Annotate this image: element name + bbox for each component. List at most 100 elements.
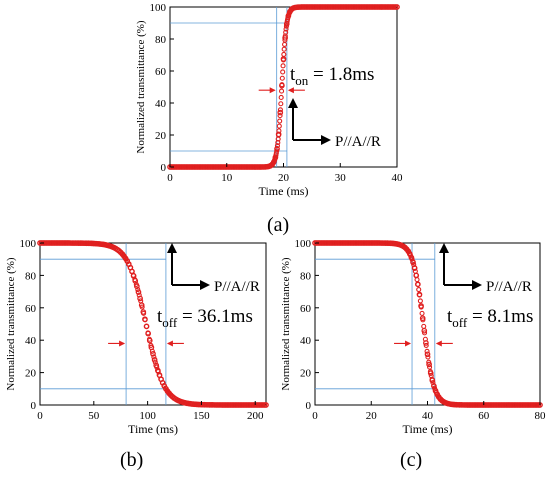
data-point bbox=[274, 145, 280, 152]
data-point bbox=[277, 109, 284, 116]
data-point bbox=[139, 304, 145, 310]
y-tick-label: 80 bbox=[25, 270, 37, 282]
data-point bbox=[145, 330, 151, 336]
data-point bbox=[279, 75, 285, 81]
data-point bbox=[415, 281, 421, 287]
y-tick-label: 40 bbox=[155, 98, 167, 110]
data-point bbox=[419, 310, 425, 316]
data-point bbox=[274, 148, 280, 154]
polarizer-label: P//A//R bbox=[335, 134, 381, 150]
x-tick-label: 0 bbox=[312, 410, 318, 422]
measure-arrowhead-right bbox=[435, 340, 442, 347]
x-axis-label: Time (ms) bbox=[259, 184, 309, 198]
data-point bbox=[137, 295, 143, 302]
data-point bbox=[278, 94, 284, 101]
polarizer-arrowhead-right bbox=[472, 280, 482, 290]
y-tick-label: 40 bbox=[300, 335, 312, 347]
data-point bbox=[409, 256, 415, 262]
time-annotation: toff = 36.1ms bbox=[157, 306, 253, 330]
y-axis-label: Normalized transmittance (%) bbox=[5, 257, 17, 391]
data-point bbox=[276, 123, 282, 129]
data-point bbox=[420, 317, 426, 323]
polarizer-arrowhead-right bbox=[321, 135, 331, 145]
data-point bbox=[138, 298, 144, 304]
data-point bbox=[422, 336, 428, 342]
data-point bbox=[141, 310, 147, 316]
data-point bbox=[279, 88, 285, 94]
x-tick-label: 100 bbox=[139, 410, 156, 422]
polarizer-arrowhead-up bbox=[167, 243, 177, 253]
polarizer-arrowhead-right bbox=[200, 280, 210, 290]
polarizer-label: P//A//R bbox=[214, 279, 260, 295]
data-point bbox=[130, 272, 136, 278]
data-point bbox=[421, 323, 427, 329]
data-point bbox=[135, 287, 141, 293]
data-point bbox=[143, 323, 150, 329]
data-point bbox=[274, 143, 280, 149]
data-point bbox=[280, 57, 286, 63]
y-tick-label: 100 bbox=[150, 2, 167, 14]
data-point bbox=[416, 287, 422, 293]
x-tick-label: 200 bbox=[247, 410, 264, 422]
y-tick-label: 20 bbox=[155, 130, 167, 142]
data-point bbox=[430, 380, 436, 386]
x-tick-label: 80 bbox=[535, 410, 547, 422]
x-tick-label: 30 bbox=[335, 172, 347, 184]
x-tick-label: 0 bbox=[37, 410, 43, 422]
data-point bbox=[417, 298, 423, 304]
data-point bbox=[410, 259, 416, 265]
y-tick-label: 0 bbox=[161, 162, 167, 174]
data-point bbox=[411, 261, 417, 268]
data-point bbox=[282, 41, 288, 47]
y-tick-label: 100 bbox=[20, 238, 37, 250]
y-axis-label: Normalized transmittance (%) bbox=[135, 20, 147, 154]
data-point bbox=[146, 336, 153, 342]
data-point bbox=[424, 348, 430, 354]
x-tick-label: 40 bbox=[392, 172, 404, 184]
data-point bbox=[283, 29, 289, 35]
data-point bbox=[426, 361, 432, 368]
data-point bbox=[283, 26, 289, 32]
y-tick-label: 0 bbox=[31, 400, 37, 412]
polarizer-label: P//A//R bbox=[486, 279, 532, 295]
caption-b: (b) bbox=[120, 449, 144, 471]
data-point bbox=[414, 277, 420, 283]
data-point bbox=[419, 315, 426, 322]
data-point bbox=[424, 351, 431, 358]
data-point bbox=[426, 359, 432, 365]
data-point bbox=[149, 348, 155, 354]
data-point bbox=[184, 400, 190, 406]
data-point bbox=[427, 364, 433, 370]
chart-a: 0 10 20 30 40 0 20 40 60 80 100 Time (ms) Normalized… bbox=[135, 2, 403, 198]
x-tick-label: 60 bbox=[478, 410, 490, 422]
data-point bbox=[394, 4, 400, 10]
data-point bbox=[289, 6, 295, 12]
data-point bbox=[277, 107, 283, 113]
y-tick-label: 0 bbox=[306, 400, 312, 412]
measure-arrowhead-left bbox=[119, 340, 126, 347]
data-point bbox=[273, 150, 279, 156]
data-point bbox=[416, 292, 423, 298]
data-point bbox=[263, 402, 269, 408]
data-point bbox=[418, 304, 424, 310]
polarizer-arrowhead-up bbox=[288, 98, 298, 108]
measure-arrowhead-left bbox=[269, 87, 276, 94]
x-axis-label: Time (ms) bbox=[403, 422, 453, 436]
y-tick-label: 60 bbox=[155, 66, 167, 78]
data-point bbox=[280, 63, 286, 69]
y-tick-label: 80 bbox=[300, 270, 312, 282]
caption-c: (c) bbox=[400, 449, 423, 471]
x-axis-label: Time (ms) bbox=[128, 422, 178, 436]
data-point bbox=[276, 128, 282, 134]
data-point bbox=[423, 342, 429, 348]
data-point bbox=[279, 82, 285, 88]
data-point bbox=[281, 51, 287, 57]
time-annotation: ton = 1.8ms bbox=[290, 64, 374, 88]
data-point bbox=[152, 359, 158, 365]
data-point bbox=[142, 317, 148, 323]
x-tick-label: 150 bbox=[193, 410, 210, 422]
data-point bbox=[277, 113, 283, 119]
measure-arrowhead-right bbox=[287, 87, 294, 94]
data-point bbox=[431, 383, 437, 389]
